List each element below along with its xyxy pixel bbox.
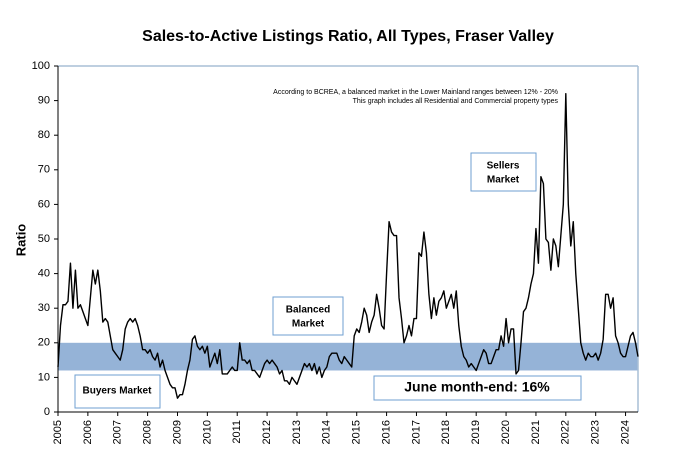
x-tick-label: 2022: [560, 420, 572, 444]
x-tick-label: 2008: [142, 420, 154, 444]
x-tick-label: 2007: [112, 420, 124, 444]
y-axis-label: Ratio: [13, 224, 28, 257]
x-tick-label: 2006: [82, 420, 94, 444]
note: According to BCREA, a balanced market in…: [273, 89, 558, 96]
x-tick-label: 2015: [351, 420, 363, 444]
y-tick-label: 20: [38, 337, 50, 349]
y-tick-label: 100: [32, 60, 50, 72]
sellers-box: [470, 152, 537, 192]
x-tick-label: 2012: [261, 420, 273, 444]
data-line: [57, 92, 639, 399]
y-tick-label: 90: [38, 95, 50, 107]
x-tick-label: 2018: [440, 420, 452, 444]
x-tick-label: 2005: [52, 420, 64, 444]
x-tick-label: 2024: [619, 420, 631, 444]
buyers-label: Buyers Market: [83, 386, 153, 397]
balanced-label: Balanced: [286, 305, 330, 316]
chart-title: Sales-to-Active Listings Ratio, All Type…: [142, 28, 554, 45]
balanced-label: Market: [292, 319, 325, 330]
balanced-box: [272, 296, 344, 336]
x-tick-label: 2020: [500, 420, 512, 444]
y-tick-label: 10: [38, 371, 50, 383]
balanced-band: [58, 342, 638, 371]
x-tick-label: 2014: [321, 420, 333, 444]
y-tick-label: 0: [44, 406, 50, 418]
x-tick-label: 2017: [410, 420, 422, 444]
y-tick-label: 80: [38, 129, 50, 141]
sellers-label: Market: [487, 175, 520, 186]
current-box: [373, 375, 582, 401]
y-tick-label: 30: [38, 302, 50, 314]
sellers-label: Sellers: [487, 161, 520, 172]
x-tick-label: 2023: [590, 420, 602, 444]
x-tick-label: 2021: [530, 420, 542, 444]
x-tick-label: 2011: [231, 420, 243, 444]
y-tick-label: 60: [38, 198, 50, 210]
buyers-box: [74, 374, 161, 409]
current-label: June month-end: 16%: [404, 379, 550, 395]
plot-area: 0 10 20 30 40 50 60 70 80 90 100 2005 2006 2007 2008 20…: [32, 60, 639, 444]
x-tick-label: 2016: [380, 420, 392, 444]
y-tick-label: 50: [38, 233, 50, 245]
x-tick-label: 2010: [201, 420, 213, 444]
y-tick-label: 40: [38, 268, 50, 280]
note: This graph includes all Residential and …: [353, 98, 559, 105]
x-tick-label: 2013: [291, 420, 303, 444]
x-tick-label: 2009: [171, 420, 183, 444]
y-tick-label: 70: [38, 164, 50, 176]
x-tick-label: 2019: [470, 420, 482, 444]
